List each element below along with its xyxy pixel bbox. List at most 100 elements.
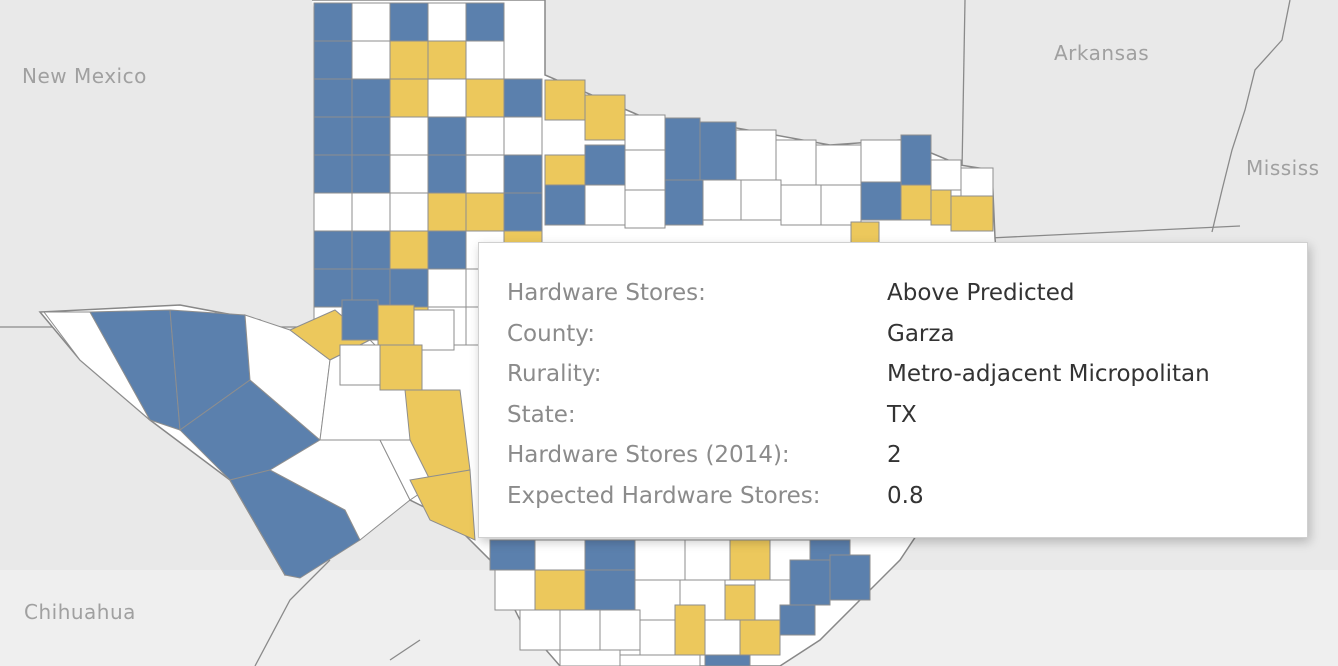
county[interactable]	[465, 192, 505, 232]
county[interactable]	[780, 184, 822, 226]
county[interactable]	[624, 189, 666, 229]
county[interactable]	[860, 139, 902, 183]
county[interactable]	[624, 114, 666, 156]
county[interactable]	[339, 344, 381, 386]
county[interactable]	[584, 94, 626, 141]
county[interactable]	[900, 134, 932, 186]
county[interactable]	[519, 609, 561, 651]
county[interactable]	[465, 116, 505, 156]
county[interactable]	[427, 154, 467, 194]
county-tooltip: Hardware Stores: Above Predicted County:…	[478, 242, 1308, 538]
county[interactable]	[389, 40, 429, 80]
county[interactable]	[313, 230, 353, 270]
county[interactable]	[850, 221, 880, 245]
county[interactable]	[389, 154, 429, 194]
county[interactable]	[427, 40, 467, 80]
county[interactable]	[704, 654, 751, 666]
county[interactable]	[465, 40, 505, 80]
county[interactable]	[664, 179, 704, 226]
county[interactable]	[740, 179, 782, 221]
county[interactable]	[930, 159, 962, 191]
county[interactable]	[724, 584, 756, 621]
county[interactable]	[351, 230, 391, 270]
county[interactable]	[427, 2, 467, 42]
county[interactable]	[351, 154, 391, 194]
county[interactable]	[544, 79, 586, 121]
county[interactable]	[465, 2, 505, 42]
county[interactable]	[584, 184, 626, 226]
county[interactable]	[829, 554, 871, 601]
county[interactable]	[702, 179, 742, 221]
county[interactable]	[389, 116, 429, 156]
county[interactable]	[815, 144, 862, 186]
county[interactable]	[313, 40, 353, 80]
county[interactable]	[465, 154, 505, 194]
county[interactable]	[313, 154, 353, 194]
county[interactable]	[409, 469, 476, 541]
county[interactable]	[313, 78, 353, 118]
county[interactable]	[699, 121, 737, 181]
county[interactable]	[789, 559, 831, 606]
county[interactable]	[860, 181, 902, 221]
tooltip-row-rurality: Rurality: Metro-adjacent Micropolitan	[507, 354, 1307, 395]
county[interactable]	[465, 78, 505, 118]
county[interactable]	[820, 184, 862, 226]
county[interactable]	[389, 268, 429, 308]
county-selected-garza[interactable]	[427, 230, 467, 270]
county[interactable]	[503, 154, 543, 194]
county[interactable]	[729, 539, 771, 581]
county[interactable]	[351, 2, 391, 42]
county[interactable]	[351, 78, 391, 118]
county[interactable]	[930, 189, 952, 226]
county[interactable]	[503, 192, 543, 232]
county[interactable]	[503, 116, 543, 156]
county[interactable]	[379, 344, 423, 391]
county[interactable]	[664, 117, 701, 181]
county[interactable]	[427, 192, 467, 232]
county[interactable]	[377, 304, 415, 346]
county[interactable]	[584, 144, 626, 186]
county[interactable]	[559, 649, 621, 666]
county[interactable]	[634, 579, 681, 621]
county[interactable]	[624, 149, 666, 191]
county[interactable]	[775, 139, 817, 186]
county[interactable]	[389, 78, 429, 118]
county[interactable]	[559, 609, 601, 651]
county[interactable]	[351, 192, 391, 232]
county[interactable]	[489, 539, 536, 571]
county[interactable]	[704, 619, 741, 656]
county[interactable]	[619, 654, 701, 666]
county[interactable]	[427, 268, 467, 308]
county[interactable]	[389, 230, 429, 270]
county[interactable]	[584, 539, 636, 571]
county[interactable]	[950, 195, 994, 232]
county[interactable]	[684, 539, 731, 581]
county[interactable]	[313, 192, 353, 232]
county[interactable]	[674, 604, 706, 656]
county[interactable]	[534, 569, 586, 611]
county[interactable]	[544, 184, 586, 226]
county[interactable]	[534, 539, 586, 571]
county[interactable]	[544, 154, 586, 186]
county[interactable]	[351, 40, 391, 80]
county[interactable]	[427, 78, 467, 118]
county[interactable]	[389, 2, 429, 42]
county[interactable]	[503, 78, 543, 118]
county[interactable]	[341, 299, 379, 341]
county[interactable]	[351, 116, 391, 156]
county[interactable]	[313, 116, 353, 156]
county[interactable]	[739, 619, 781, 656]
county[interactable]	[779, 604, 816, 636]
county[interactable]	[639, 619, 676, 656]
county[interactable]	[634, 539, 686, 581]
county[interactable]	[900, 184, 932, 221]
county[interactable]	[427, 116, 467, 156]
county[interactable]	[313, 2, 353, 42]
county[interactable]	[599, 609, 641, 651]
county[interactable]	[584, 569, 636, 611]
county[interactable]	[413, 309, 455, 351]
county[interactable]	[389, 192, 429, 232]
county[interactable]	[735, 129, 777, 181]
county[interactable]	[494, 569, 536, 611]
county[interactable]	[960, 167, 994, 197]
